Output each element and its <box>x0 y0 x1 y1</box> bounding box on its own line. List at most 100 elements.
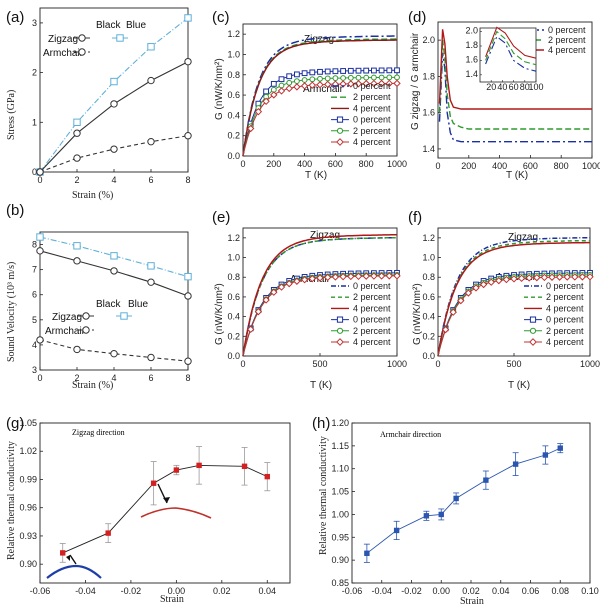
panel-label-c: (c) <box>212 9 230 26</box>
xlabel-h: Strain <box>460 596 484 607</box>
xlabel-g: Strain <box>160 594 184 605</box>
point-marker-b-1 <box>110 267 118 275</box>
series-line-inset-d-2 <box>485 26 537 59</box>
point-marker-c-4 <box>324 75 331 82</box>
legend-b-row-armchair: Armchair <box>45 326 86 337</box>
point-marker-h-0 <box>393 527 400 534</box>
point-marker-g-0 <box>105 530 111 536</box>
ylabel-f: G (nW/K/nm²) <box>412 283 423 345</box>
point-marker-h-0 <box>453 495 459 502</box>
point-marker-f-5 <box>502 275 511 284</box>
y-tick-label-b: 4 <box>32 340 37 350</box>
point-marker-c-5 <box>339 80 347 88</box>
point-marker-f-5 <box>555 273 564 281</box>
point-marker-c-5 <box>362 79 370 88</box>
point-marker-c-5 <box>370 79 378 88</box>
series-line-d-0 <box>438 52 592 143</box>
y-tick-label-h: 1.05 <box>331 487 349 497</box>
point-marker-e-5 <box>316 274 324 282</box>
y-tick-label-h: 1.15 <box>331 441 349 451</box>
x-tick-label-g: 0.00 <box>168 586 186 596</box>
x-tick-label-h: 0.10 <box>581 586 599 596</box>
point-marker-legend-f-5 <box>529 338 537 346</box>
point-marker-a-0 <box>184 14 192 22</box>
legend-label-c-4: 2 percent <box>353 126 391 136</box>
point-marker-b-1 <box>184 292 192 300</box>
point-marker-c-4 <box>332 75 339 82</box>
point-marker-b-2 <box>36 336 44 344</box>
point-marker-c-3 <box>301 70 308 77</box>
point-marker-c-5 <box>377 79 386 88</box>
xlabel-e: T (K) <box>310 380 332 391</box>
point-marker-f-5 <box>457 296 465 305</box>
ylabel-c: G (nW/K/nm²) <box>214 58 225 120</box>
y-tick-label-a: 3 <box>32 18 37 28</box>
ylabel-d: G zigzag / G armchair <box>410 32 421 130</box>
legend-a-row-zigzag: Zigzag <box>48 34 78 45</box>
x-tick-label-a: 4 <box>111 175 116 185</box>
point-marker-a-2 <box>110 145 118 153</box>
point-marker-f-5 <box>495 276 503 285</box>
point-marker-f-5 <box>464 289 473 297</box>
point-marker-c-4 <box>278 82 285 89</box>
deformation-sketch-compressive <box>46 564 102 579</box>
point-marker-f-5 <box>571 273 579 281</box>
point-marker-h-0 <box>438 511 444 518</box>
point-marker-f-5 <box>586 273 594 281</box>
legend-label-e-2: 4 percent <box>353 303 391 313</box>
point-marker-a-2 <box>36 168 44 176</box>
legend-label-d-0: 0 percent <box>548 25 586 35</box>
point-marker-a-1 <box>184 57 192 66</box>
x-tick-label-d: 1000 <box>582 161 600 171</box>
y-tick-label-h: 0.95 <box>331 532 349 542</box>
x-tick-label-e: 1000 <box>387 359 407 369</box>
group-label-c-armchair: Armchair <box>303 84 344 95</box>
series-line-a-2 <box>39 135 189 173</box>
point-marker-f-5 <box>449 308 457 316</box>
y-tick-label-b: 8 <box>32 240 37 250</box>
point-marker-a-1 <box>147 76 155 85</box>
y-tick-label-g: 0.90 <box>19 559 37 569</box>
legend-label-f-0: 0 percent <box>546 281 584 291</box>
y-tick-label-g: 0.96 <box>19 503 37 513</box>
y-tick-label-f: 0.4 <box>422 312 435 322</box>
point-marker-e-5 <box>347 272 355 281</box>
y-tick-label-e: 0.2 <box>227 331 240 341</box>
legend-label-c-0: 0 percent <box>353 81 391 91</box>
point-marker-h-0 <box>512 461 519 467</box>
point-marker-c-3 <box>317 68 323 75</box>
point-marker-c-4 <box>340 75 347 81</box>
point-marker-e-5 <box>362 272 370 280</box>
point-marker-c-3 <box>332 68 339 75</box>
x-tick-label-c: 200 <box>266 159 281 169</box>
legend-label-d-1: 2 percent <box>548 35 586 45</box>
point-marker-c-5 <box>246 124 255 133</box>
x-tick-label-g: -0.02 <box>121 586 142 596</box>
x-tick-label-b: 6 <box>148 373 153 383</box>
panel-label-h: (h) <box>312 415 330 432</box>
xlabel-c: T (K) <box>305 170 327 181</box>
x-tick-label-b: 4 <box>111 373 116 383</box>
legend-label-c-3: 0 percent <box>353 115 391 125</box>
y-tick-label-f: 1.2 <box>422 233 435 243</box>
y-tick-label-c: 0.8 <box>227 70 240 80</box>
y-tick-label-c: 1.0 <box>227 49 240 59</box>
panel-label-e: (e) <box>212 209 230 226</box>
x-tick-label-g: -0.06 <box>30 586 51 596</box>
point-marker-b-1 <box>36 247 44 255</box>
legend-label-d-2: 4 percent <box>548 45 586 55</box>
arrow-to-sketch <box>69 554 77 565</box>
point-marker-e-5 <box>262 296 270 304</box>
point-marker-h-0 <box>364 550 370 556</box>
y-tick-label-d: 1.8 <box>422 71 435 81</box>
xlabel-d: T (K) <box>506 170 528 181</box>
y-tick-label-f: 0.8 <box>422 272 435 282</box>
y-tick-label-h: 1.20 <box>331 418 349 428</box>
point-marker-f-5 <box>472 284 480 292</box>
point-marker-g-0 <box>173 467 180 473</box>
point-marker-legend-f-4 <box>529 327 537 334</box>
x-tick-label-c: 600 <box>328 159 343 169</box>
arrow-head <box>163 497 170 503</box>
point-marker-h-0 <box>483 477 489 483</box>
